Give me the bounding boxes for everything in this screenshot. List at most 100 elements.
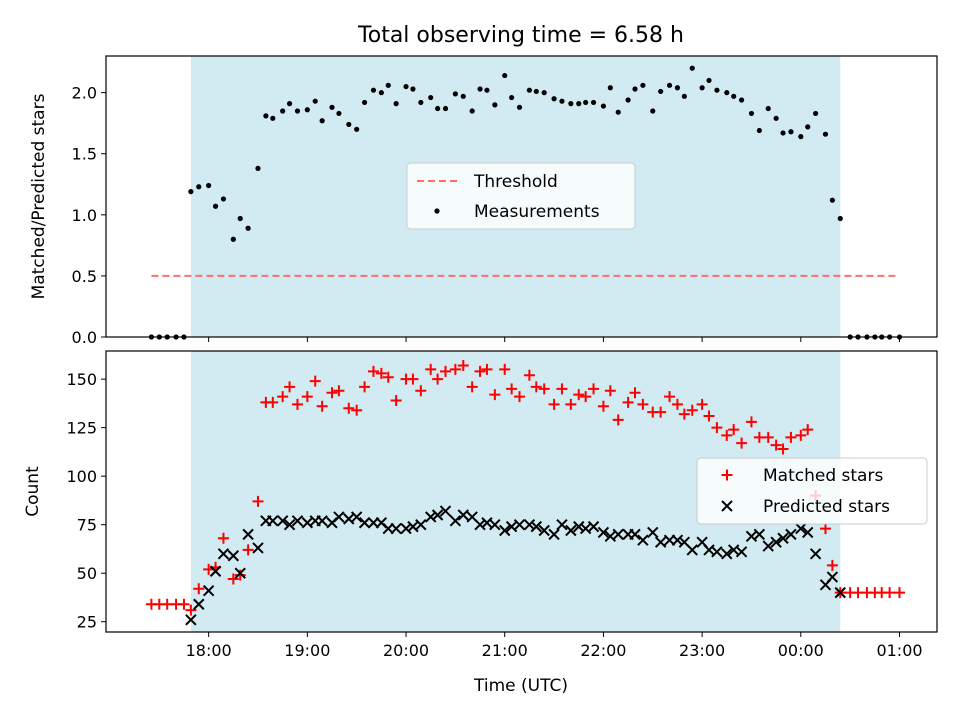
- matched-star-point: [728, 424, 740, 436]
- measurement-point: [829, 197, 835, 203]
- predicted-star-point: [785, 528, 797, 541]
- measurement-point: [551, 96, 557, 102]
- predicted-star-point: [439, 505, 452, 517]
- y-tick-label: 2.0: [72, 84, 97, 103]
- predicted-star-point: [538, 524, 550, 537]
- measurement-point: [237, 215, 243, 222]
- matched-star-point: [622, 396, 634, 408]
- matched-star-point: [277, 391, 289, 403]
- predicted-star-point: [283, 518, 296, 531]
- matched-star-point: [425, 363, 437, 375]
- measurement-point: [590, 99, 597, 106]
- predicted-star-point: [802, 526, 814, 539]
- matched-star-point: [711, 422, 723, 434]
- measurement-point: [724, 90, 730, 96]
- ratio-x-ticks: [208, 337, 900, 342]
- y-tick-label: 25: [77, 613, 97, 632]
- matched-star-point: [819, 523, 831, 535]
- measurement-point: [212, 203, 219, 209]
- predicted-star-point: [499, 524, 511, 537]
- matched-star-point: [252, 495, 264, 507]
- measurement-point: [773, 115, 779, 121]
- measurement-point: [738, 97, 745, 103]
- predicted-star-point: [234, 567, 246, 579]
- predicted-star-point: [530, 520, 543, 533]
- legend-matched-label: Matched stars: [763, 466, 883, 486]
- matched-star-point: [457, 360, 469, 372]
- matched-star-point: [489, 389, 501, 401]
- legend-measurements-label: Measurements: [474, 202, 600, 222]
- measurement-point: [699, 85, 705, 91]
- y-tick-label: 50: [77, 564, 97, 583]
- predicted-star-point: [489, 518, 501, 531]
- predicted-star-point: [193, 598, 205, 610]
- matched-star-point: [375, 367, 387, 379]
- y-tick-label: 75: [77, 516, 97, 535]
- x-tick-label: 00:00: [778, 641, 824, 660]
- matched-star-point: [736, 437, 748, 449]
- matched-star-point: [291, 398, 303, 410]
- matched-star-point: [481, 363, 493, 375]
- matched-star-point: [367, 365, 379, 377]
- matched-star-point: [333, 385, 345, 397]
- predicted-star-point: [686, 544, 698, 556]
- measurement-point: [576, 101, 582, 107]
- matched-star-point: [267, 396, 279, 408]
- measurement-point: [822, 131, 829, 137]
- legend-predicted-label: Predicted stars: [763, 497, 890, 517]
- measurement-point: [731, 93, 737, 99]
- legend-measurements-swatch: [434, 208, 440, 214]
- matched-star-point: [826, 559, 838, 571]
- measurement-point: [632, 86, 638, 92]
- matched-star-point: [777, 443, 789, 455]
- predicted-star-point: [424, 511, 437, 523]
- count-legend: Matched stars Predicted stars: [696, 457, 928, 525]
- legend-predicted-swatch: [721, 500, 733, 512]
- predicted-star-point: [753, 528, 766, 541]
- x-axis-label: Time (UTC): [473, 676, 568, 696]
- y-tick-label: 150: [66, 370, 97, 389]
- measurement-point: [813, 110, 819, 117]
- measurement-point: [502, 72, 508, 79]
- ratio-panel: 0.00.51.01.52.0 Matched/Predicted stars …: [29, 55, 938, 347]
- measurement-point: [245, 225, 251, 231]
- matched-star-point: [390, 394, 402, 406]
- predicted-star-point: [647, 526, 659, 539]
- measurement-point: [196, 184, 202, 190]
- matched-star-point: [309, 375, 321, 387]
- matched-star-point: [664, 391, 676, 403]
- measurement-point: [336, 110, 342, 117]
- matched-star-point: [530, 381, 542, 393]
- predicted-star-point: [711, 546, 723, 558]
- y-tick-label: 125: [66, 419, 97, 438]
- matched-star-point: [671, 398, 683, 410]
- count-x-axis: 18:00 19:00 20:00 21:00 22:00 23:00 00:00 01:00: [186, 632, 923, 660]
- predicted-star-point: [217, 548, 230, 560]
- matched-star-point: [770, 439, 782, 451]
- matched-stars-series: [145, 360, 905, 616]
- matched-star-point: [449, 363, 461, 375]
- matched-star-point: [359, 381, 371, 393]
- predicted-star-point: [721, 548, 733, 560]
- matched-star-point: [316, 400, 328, 412]
- legend-box: [696, 457, 928, 525]
- measurements-series: [148, 65, 903, 340]
- matched-star-point: [474, 365, 486, 377]
- measurement-point: [354, 126, 360, 132]
- measurement-point: [270, 115, 276, 121]
- measurement-point: [837, 215, 843, 222]
- matched-star-point: [343, 402, 355, 414]
- y-tick-label: 1.0: [72, 206, 97, 225]
- measurement-point: [583, 99, 589, 106]
- matched-star-point: [506, 383, 518, 395]
- matched-star-point: [326, 387, 338, 399]
- predicted-star-point: [358, 517, 371, 529]
- matched-star-point: [703, 410, 715, 422]
- measurement-point: [533, 88, 539, 95]
- measurement-point: [393, 101, 399, 107]
- predicted-star-point: [671, 534, 684, 546]
- count-panel-frame: [105, 350, 938, 633]
- predicted-star-point: [202, 584, 215, 597]
- matched-star-point: [802, 424, 814, 436]
- matched-star-point: [637, 398, 649, 410]
